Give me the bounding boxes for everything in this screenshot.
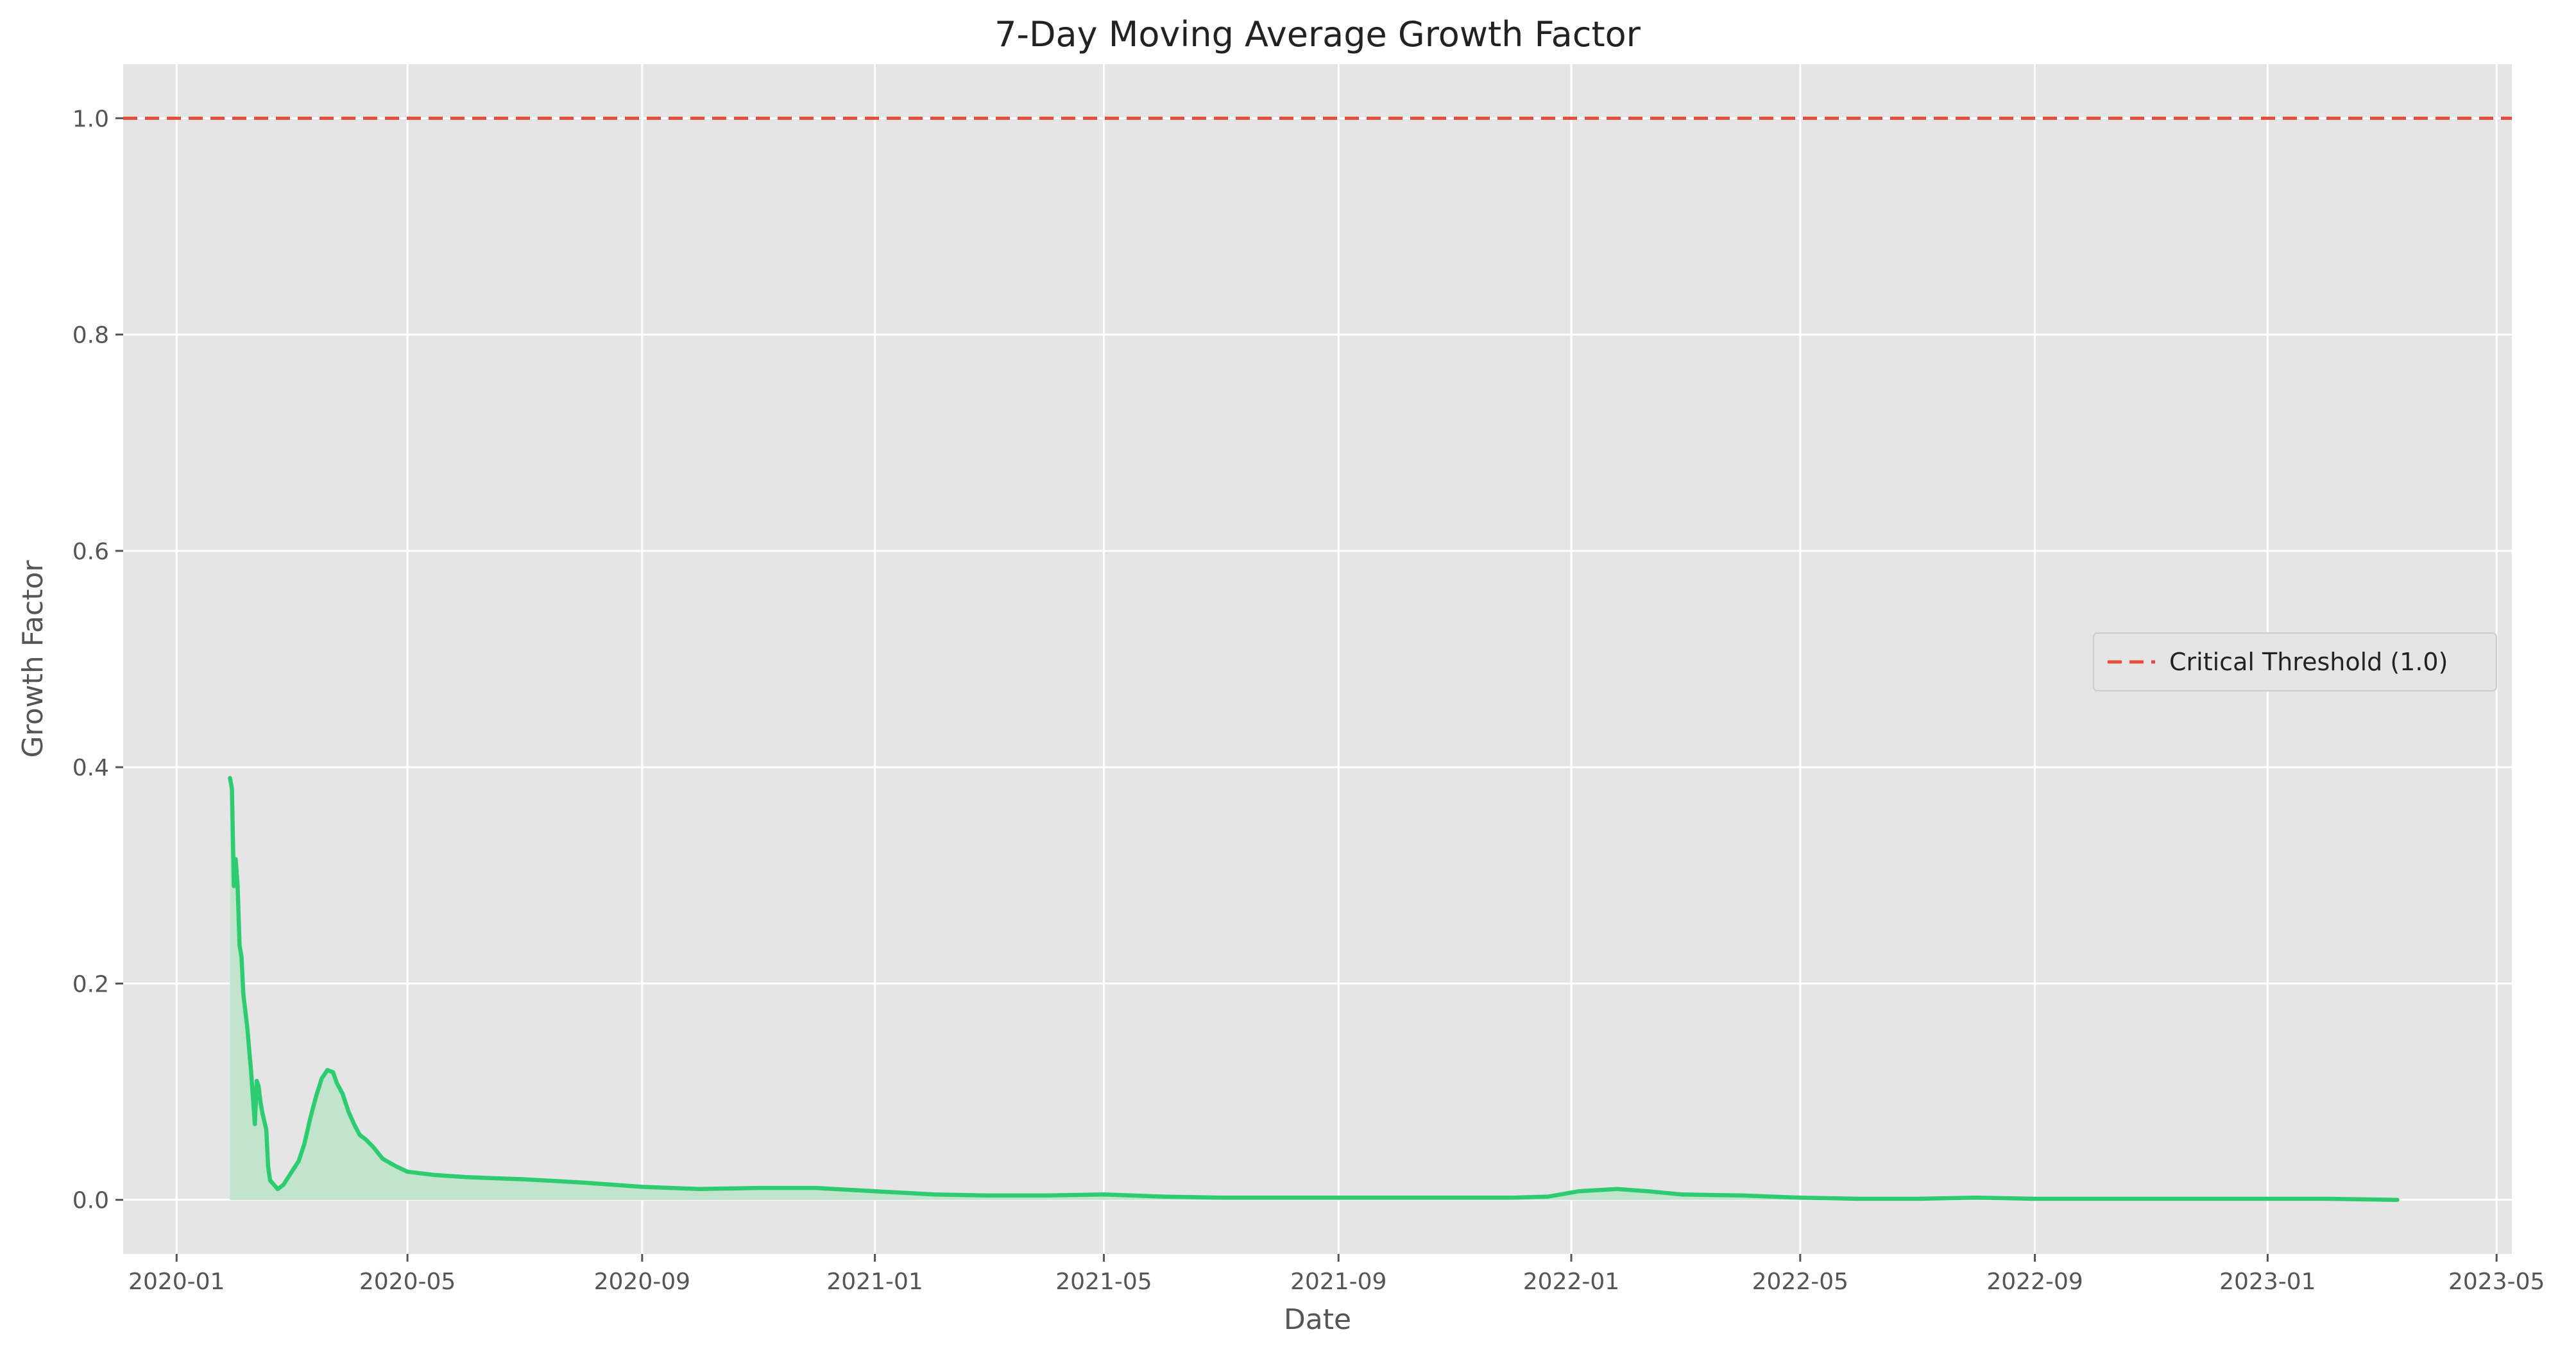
x-tick-label: 2020-09 <box>594 1269 690 1295</box>
x-axis-title: Date <box>1284 1303 1351 1336</box>
x-tick-label: 2023-05 <box>2448 1269 2545 1295</box>
chart-title: 7-Day Moving Average Growth Factor <box>994 14 1641 55</box>
series-line <box>228 775 2400 1202</box>
y-tick-label: 0.8 <box>73 323 109 349</box>
y-tick-label: 0.4 <box>73 755 109 781</box>
y-tick-label: 0.2 <box>73 971 109 997</box>
legend-label-threshold: Critical Threshold (1.0) <box>2169 648 2448 676</box>
legend-box <box>2093 632 2497 691</box>
x-tick-label: 2020-01 <box>128 1269 225 1295</box>
x-tick-label: 2022-01 <box>1523 1269 1619 1295</box>
x-tick-label: 2023-01 <box>2219 1269 2316 1295</box>
y-axis-ticks: 0.0 0.2 0.4 0.6 0.8 1.0 <box>73 106 123 1214</box>
y-axis-title: Growth Factor <box>17 560 49 758</box>
x-tick-label: 2022-05 <box>1752 1269 1848 1295</box>
x-tick-label: 2021-01 <box>826 1269 923 1295</box>
x-tick-label: 2021-09 <box>1290 1269 1386 1295</box>
x-tick-label: 2021-05 <box>1055 1269 1152 1295</box>
x-tick-label: 2020-05 <box>359 1269 456 1295</box>
x-axis-ticks: 2020-01 2020-05 2020-09 2021-01 2021-05 2021-… <box>128 1254 2545 1295</box>
y-tick-label: 0.6 <box>73 539 109 565</box>
y-tick-label: 1.0 <box>73 106 109 132</box>
legend: Critical Threshold (1.0) <box>2093 632 2497 691</box>
y-tick-label: 0.0 <box>73 1188 109 1214</box>
x-tick-label: 2022-09 <box>1986 1269 2083 1295</box>
